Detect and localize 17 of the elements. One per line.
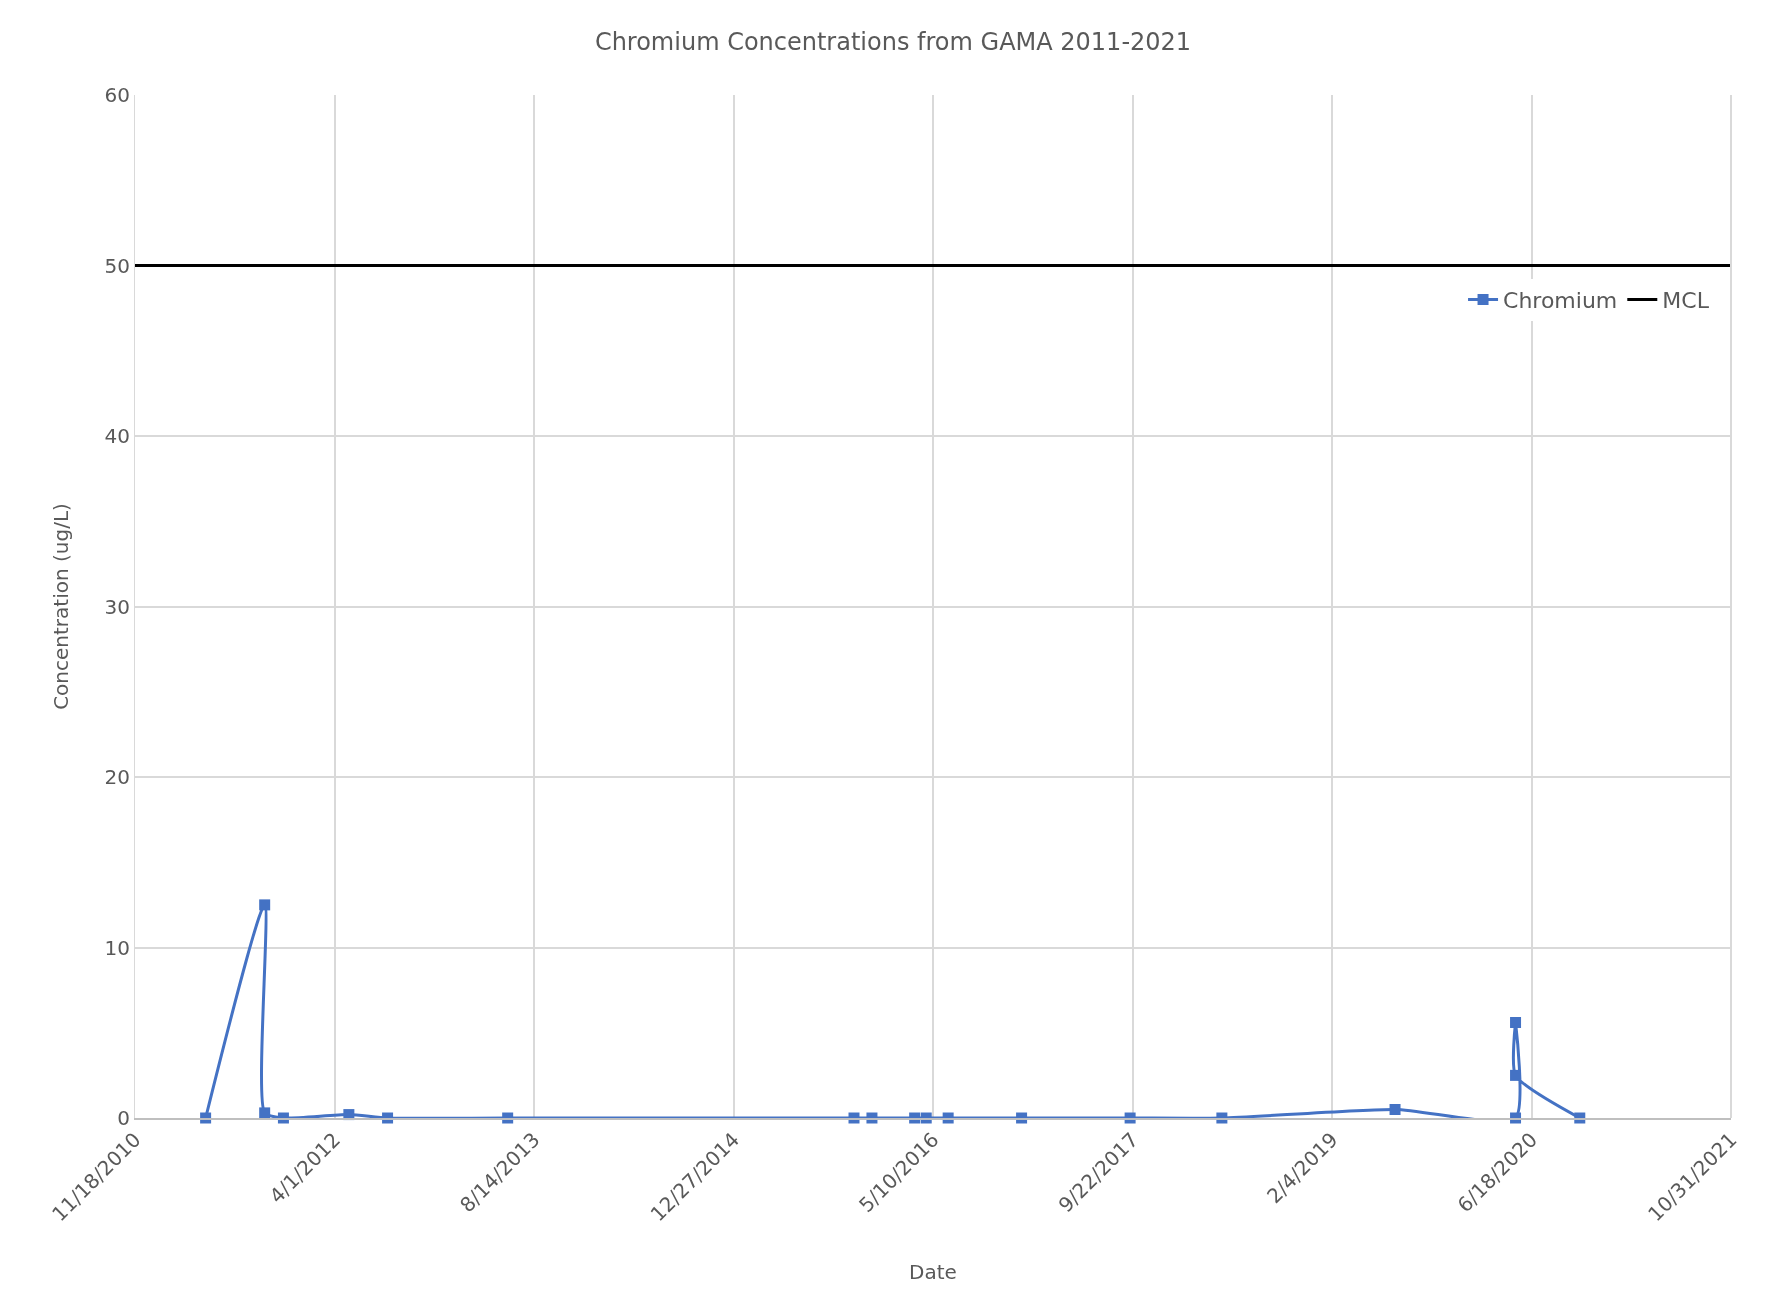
y-axis-title: Concentration (ug/L) (49, 503, 74, 710)
y-tick-label: 10 (104, 935, 130, 960)
x-axis-title: Date (909, 1260, 957, 1285)
point (259, 1107, 271, 1119)
y-tick-label: 30 (104, 594, 130, 619)
y-tick-label: 20 (104, 765, 130, 789)
chart-title: Chromium Concentrations from GAMA 2011-2021 (594, 27, 1192, 56)
legend-label: MCL (1662, 287, 1710, 313)
y-tick-label: 50 (104, 253, 130, 278)
point (1389, 1103, 1401, 1115)
point (259, 899, 271, 911)
point (1510, 1017, 1522, 1029)
y-tick-label: 60 (104, 83, 130, 107)
y-tick-label: 40 (104, 424, 130, 448)
y-tick-label: 0 (117, 1106, 130, 1130)
legend-label: Chromium (1503, 287, 1618, 313)
point (1510, 1069, 1522, 1081)
